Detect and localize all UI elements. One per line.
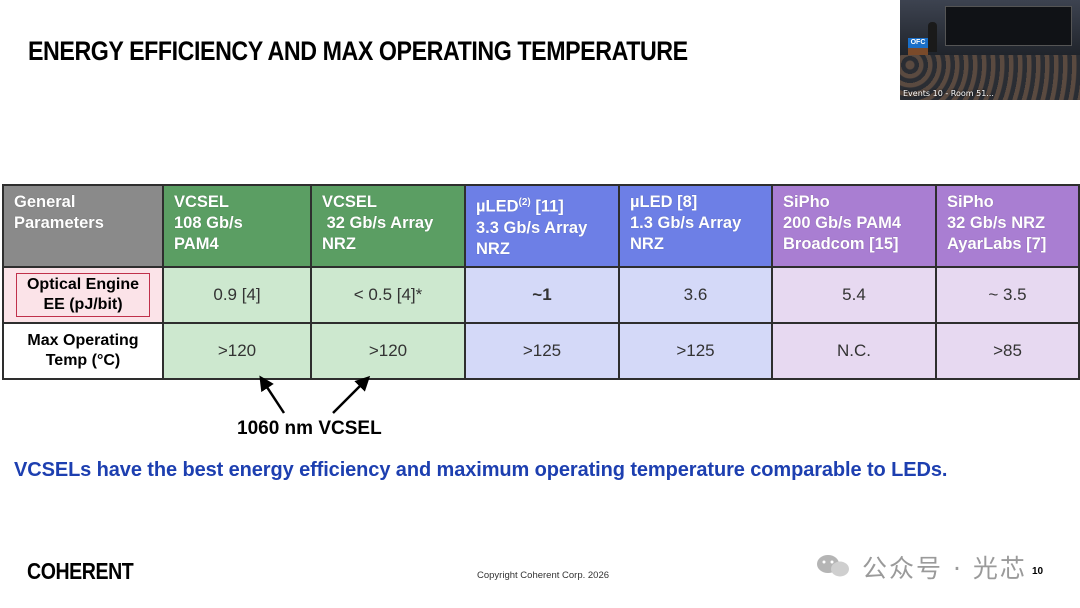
copyright-text: Copyright Coherent Corp. 2026 bbox=[477, 570, 610, 581]
table-cell: ~ 3.5 bbox=[935, 266, 1080, 324]
header-uled-3-3: µLED(2) [11] 3.3 Gb/s Array NRZ bbox=[464, 184, 620, 268]
presenter-video-thumbnail[interactable]: OFC Events 10 - Room 51... bbox=[900, 0, 1080, 100]
table-cell: 0.9 [4] bbox=[162, 266, 312, 324]
table-cell: 3.6 bbox=[618, 266, 773, 324]
wechat-icon bbox=[817, 555, 849, 577]
table-header-row: General Parameters VCSEL 108 Gb/s PAM4 VCS… bbox=[2, 184, 1080, 268]
slide-title: ENERGY EFFICIENCY AND MAX OPERATING TEMP… bbox=[28, 36, 688, 66]
conclusion-statement: VCSELs have the best energy efficiency a… bbox=[14, 459, 948, 481]
table-cell: ~1 bbox=[464, 266, 620, 324]
table-cell: >125 bbox=[464, 322, 620, 380]
video-event-logo: OFC bbox=[908, 38, 928, 48]
wechat-watermark-text: 公众号 · 光芯 bbox=[862, 554, 1027, 583]
table-cell: < 0.5 [4]* bbox=[310, 266, 466, 324]
video-caption: Events 10 - Room 51... bbox=[903, 89, 994, 98]
table-cell: >125 bbox=[618, 322, 773, 380]
table-cell: N.C. bbox=[771, 322, 937, 380]
table-row-energy-efficiency: Optical Engine EE (pJ/bit) 0.9 [4] < 0.5 … bbox=[2, 266, 1080, 324]
comparison-table: General Parameters VCSEL 108 Gb/s PAM4 VCS… bbox=[2, 184, 1080, 380]
video-projection-screen bbox=[945, 6, 1072, 46]
table-cell: >85 bbox=[935, 322, 1080, 380]
row-label-max-operating-temp: Max Operating Temp (°C) bbox=[2, 322, 164, 380]
header-sipho-broadcom: SiPho 200 Gb/s PAM4 Broadcom [15] bbox=[771, 184, 937, 268]
header-vcsel-32-array: VCSEL 32 Gb/s Array NRZ bbox=[310, 184, 466, 268]
table-cell: >120 bbox=[162, 322, 312, 380]
coherent-logo: COHERENT bbox=[27, 558, 134, 584]
video-audience bbox=[900, 55, 1080, 100]
video-speaker-figure bbox=[928, 22, 937, 52]
arrow-to-vcsel-32 bbox=[332, 375, 371, 414]
vcsel-annotation-label: 1060 nm VCSEL bbox=[237, 418, 382, 439]
table-cell: 5.4 bbox=[771, 266, 937, 324]
header-uled-1-3: µLED [8] 1.3 Gb/s Array NRZ bbox=[618, 184, 773, 268]
arrow-to-vcsel-108 bbox=[259, 375, 286, 414]
row-label-optical-engine-ee: Optical Engine EE (pJ/bit) bbox=[2, 266, 164, 324]
page-number: 10 bbox=[1032, 566, 1044, 577]
table-row-max-temperature: Max Operating Temp (°C) >120 >120 >125 >1… bbox=[2, 322, 1080, 380]
header-sipho-ayarlabs: SiPho 32 Gb/s NRZ AyarLabs [7] bbox=[935, 184, 1080, 268]
header-vcsel-108: VCSEL 108 Gb/s PAM4 bbox=[162, 184, 312, 268]
table-cell: >120 bbox=[310, 322, 466, 380]
header-general-parameters: General Parameters bbox=[2, 184, 164, 268]
